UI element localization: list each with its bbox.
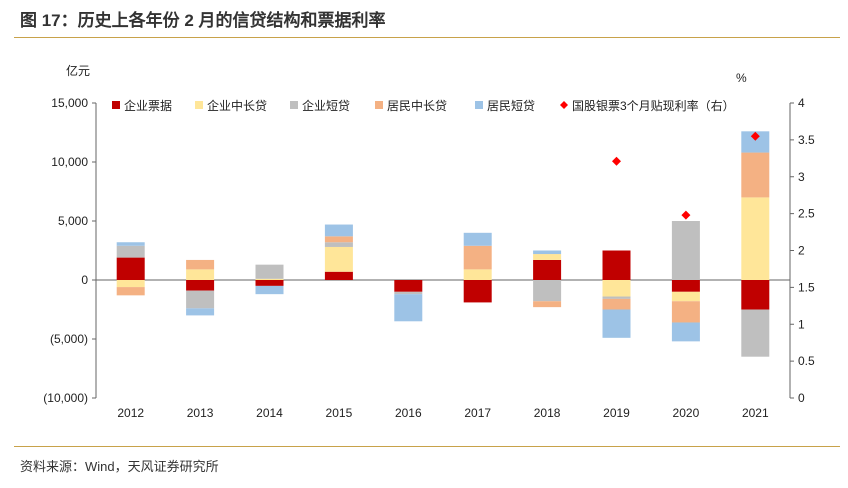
x-tick-label: 2016 <box>395 406 422 420</box>
right-tick-label: 1.5 <box>798 280 815 294</box>
rate-marker <box>681 210 691 220</box>
bar-segment <box>324 242 353 247</box>
left-tick-label: 15,000 <box>51 96 88 110</box>
bar-segment <box>602 298 631 310</box>
x-tick-label: 2015 <box>326 406 353 420</box>
source-note: 资料来源：Wind，天风证券研究所 <box>20 459 219 474</box>
bar-segment <box>463 232 492 246</box>
legend-label: 企业票据 <box>124 98 172 113</box>
axes: 15,000 10,000 5,000 0 (5,000) (10,000) 4 3.5 3 2.… <box>43 63 815 420</box>
bar-segment <box>533 259 562 280</box>
bar-segment <box>255 264 284 279</box>
bar-segment <box>741 131 770 153</box>
right-tick-label: 1 <box>798 317 805 331</box>
x-tick-label: 2014 <box>256 406 283 420</box>
bar-segment <box>116 287 145 296</box>
legend-swatch <box>375 101 383 109</box>
left-axis-unit: 亿元 <box>66 63 90 78</box>
left-tick-label: 10,000 <box>51 155 88 169</box>
bar-segment <box>463 245 492 270</box>
right-tick-label: 2 <box>798 244 805 258</box>
bar-segment <box>463 269 492 280</box>
bar-segment <box>533 250 562 255</box>
chart: 15,000 10,000 5,000 0 (5,000) (10,000) 4 3.5 3 2.… <box>43 63 815 420</box>
bar-segment <box>671 322 700 342</box>
bar-segment <box>602 280 631 297</box>
bar-segment <box>186 280 215 291</box>
left-tick-label: 5,000 <box>58 214 88 228</box>
bottom-divider <box>14 446 840 447</box>
bar-segment <box>324 271 353 280</box>
right-tick-label: 3 <box>798 170 805 184</box>
bar-segment <box>533 254 562 260</box>
top-divider <box>14 37 840 38</box>
x-tick-label: 2017 <box>464 406 491 420</box>
legend-swatch <box>112 101 120 109</box>
bar-segment <box>671 291 700 302</box>
bar-segment <box>394 280 423 292</box>
bar-segment <box>116 280 145 288</box>
right-tick-label: 2.5 <box>798 207 815 221</box>
right-tick-label: 4 <box>798 96 805 110</box>
left-tick-label: (5,000) <box>50 332 88 346</box>
rate-marker <box>612 156 621 166</box>
bar-segment <box>463 280 492 303</box>
bar-segment <box>741 309 770 357</box>
bar-segment <box>186 308 215 316</box>
bar-segment <box>533 280 562 302</box>
bar-stack-layer <box>116 131 770 357</box>
bar-segment <box>324 246 353 272</box>
right-axis-unit: % <box>736 71 747 85</box>
x-tick-label: 2018 <box>534 406 561 420</box>
bar-segment <box>671 280 700 292</box>
bar-segment <box>116 245 145 258</box>
x-tick-label: 2020 <box>673 406 700 420</box>
bar-segment <box>116 242 145 246</box>
bar-segment <box>186 259 215 270</box>
rate-marker <box>750 131 760 141</box>
bar-segment <box>602 309 631 338</box>
bar-segment <box>741 280 770 310</box>
left-tick-label: (10,000) <box>43 391 88 405</box>
x-tick-label: 2013 <box>187 406 214 420</box>
bar-segment <box>533 301 562 308</box>
bar-segment <box>255 285 284 295</box>
legend-swatch <box>195 101 203 109</box>
legend-swatch <box>290 101 298 109</box>
bar-segment <box>671 221 700 280</box>
bar-segment <box>255 278 284 280</box>
bar-segment <box>255 280 284 286</box>
legend-label: 国股银票3个月贴现利率（右） <box>572 98 735 113</box>
legend-swatch <box>560 101 568 109</box>
bar-segment <box>602 296 631 299</box>
right-tick-label: 0.5 <box>798 354 815 368</box>
bar-segment <box>741 152 770 198</box>
bar-segment <box>116 257 145 280</box>
x-tick-label: 2019 <box>603 406 630 420</box>
bar-segment <box>602 250 631 280</box>
bar-segment <box>394 291 423 295</box>
right-tick-label: 0 <box>798 391 805 405</box>
legend: 企业票据 企业中长贷 企业短贷 居民中长贷 居民短贷 国股银票3个月贴现利率（右） <box>112 98 735 113</box>
legend-label: 企业中长贷 <box>207 98 267 113</box>
bar-segment <box>394 294 423 322</box>
bar-segment <box>741 197 770 280</box>
right-tick-label: 3.5 <box>798 133 815 147</box>
legend-label: 居民中长贷 <box>387 98 447 113</box>
bar-segment <box>324 236 353 243</box>
bar-segment <box>186 290 215 309</box>
left-tick-label: 0 <box>81 273 88 287</box>
rate-marker-layer <box>612 131 760 220</box>
chart-title: 图 17：历史上各年份 2 月的信贷结构和票据利率 <box>20 11 386 30</box>
x-tick-label: 2012 <box>117 406 144 420</box>
bar-segment <box>671 301 700 323</box>
x-tick-label: 2021 <box>742 406 769 420</box>
legend-swatch <box>475 101 483 109</box>
bar-segment <box>324 224 353 237</box>
bar-segment <box>186 269 215 280</box>
legend-label: 企业短贷 <box>302 98 350 113</box>
legend-label: 居民短贷 <box>487 99 535 113</box>
